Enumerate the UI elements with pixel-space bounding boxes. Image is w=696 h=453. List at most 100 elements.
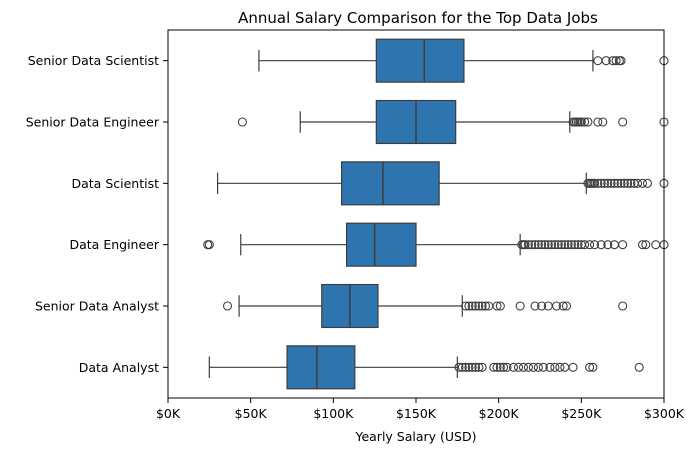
y-axis: Senior Data Scientist Senior Data Enginee… [26, 53, 168, 375]
outlier-point [585, 362, 595, 372]
outlier-point [601, 56, 611, 66]
x-tick-label: $150K [396, 406, 437, 421]
outlier-point [550, 362, 560, 372]
outlier-point [583, 117, 593, 127]
outlier-point [603, 178, 613, 188]
outlier-point [550, 240, 560, 250]
outlier-point [461, 301, 471, 311]
iqr-box [341, 161, 440, 206]
outlier-point [603, 240, 613, 250]
box-group [237, 99, 669, 145]
outlier-point [470, 362, 481, 372]
outlier-point [492, 362, 502, 372]
outlier-point [566, 240, 576, 250]
outlier-point [492, 301, 502, 311]
box-group [258, 38, 669, 83]
outlier-point [553, 240, 563, 250]
outlier-point [616, 56, 626, 66]
outlier-point [543, 240, 553, 250]
outlier-point [561, 301, 572, 311]
box-group [203, 222, 669, 267]
y-tick-label: Data Engineer [70, 237, 160, 252]
x-tick-label: $0K [156, 406, 181, 421]
outlier-point [495, 362, 505, 372]
outlier-point [596, 178, 606, 188]
outlier-point [585, 240, 595, 250]
outlier-point [651, 240, 661, 250]
outlier-point [599, 178, 610, 188]
outlier-point [499, 362, 509, 372]
outlier-point [537, 301, 547, 311]
outlier-point [508, 362, 519, 372]
outlier-point [606, 178, 616, 188]
iqr-box [375, 38, 465, 83]
outlier-point [616, 178, 626, 188]
outlier-point [545, 362, 555, 372]
outlier-point [580, 240, 590, 250]
outlier-point [637, 178, 648, 188]
outlier-point [530, 301, 540, 311]
outlier-point [461, 362, 471, 372]
outlier-point [593, 56, 603, 66]
outlier-point [563, 240, 573, 250]
outlier-point [619, 178, 629, 188]
outlier-point [588, 362, 598, 372]
outlier-point [467, 301, 477, 311]
outlier-point [204, 240, 214, 250]
y-tick-label: Senior Data Analyst [35, 299, 159, 314]
chart-title: Annual Salary Comparison for the Top Dat… [238, 9, 598, 27]
y-tick-label: Senior Data Engineer [26, 115, 160, 130]
outlier-point [626, 178, 636, 188]
outlier-point [533, 240, 543, 250]
x-axis: $0K $50K $100K $150K $200K $250K $300K [156, 398, 685, 421]
outlier-point [540, 240, 550, 250]
outlier-point [528, 362, 538, 372]
outlier-point [477, 301, 487, 311]
y-tick-label: Data Scientist [72, 176, 160, 191]
plot-area [203, 38, 669, 390]
outlier-point [474, 362, 484, 372]
outlier-point [618, 117, 628, 127]
plot-frame [167, 29, 665, 399]
outlier-point [474, 301, 484, 311]
outlier-point [530, 240, 540, 250]
outlier-point [515, 301, 525, 311]
outlier-point [573, 240, 583, 250]
outlier-point [555, 362, 565, 372]
outlier-point [464, 301, 474, 311]
outlier-point [556, 240, 567, 250]
outlier-point [618, 240, 628, 250]
box-group [208, 345, 644, 390]
outlier-point [590, 178, 600, 188]
outlier-point [634, 362, 644, 372]
outlier-point [558, 301, 568, 311]
outlier-point [537, 240, 547, 250]
outlier-point [641, 240, 651, 250]
outlier-point [533, 362, 543, 372]
outlier-point [523, 362, 533, 372]
outlier-point [596, 240, 606, 250]
iqr-box [345, 222, 417, 267]
outlier-point [538, 362, 548, 372]
outlier-point [580, 117, 590, 127]
outlier-point [568, 362, 578, 372]
outlier-point [576, 117, 586, 127]
outlier-point [613, 178, 623, 188]
x-axis-label: Yearly Salary (USD) [354, 429, 476, 444]
outlier-point [547, 240, 557, 250]
outlier-point [623, 178, 633, 188]
outlier-point [642, 178, 653, 188]
outlier-point [609, 178, 619, 188]
outlier-point [520, 240, 530, 250]
outlier-point [477, 362, 487, 372]
outlier-point [618, 301, 628, 311]
y-tick-label: Data Analyst [79, 360, 159, 375]
outlier-point [518, 362, 529, 372]
outlier-point [513, 362, 524, 372]
outlier-point [527, 240, 537, 250]
outlier-point [480, 301, 490, 311]
outlier-point [502, 362, 512, 372]
x-tick-label: $200K [479, 406, 520, 421]
iqr-box [286, 345, 356, 390]
